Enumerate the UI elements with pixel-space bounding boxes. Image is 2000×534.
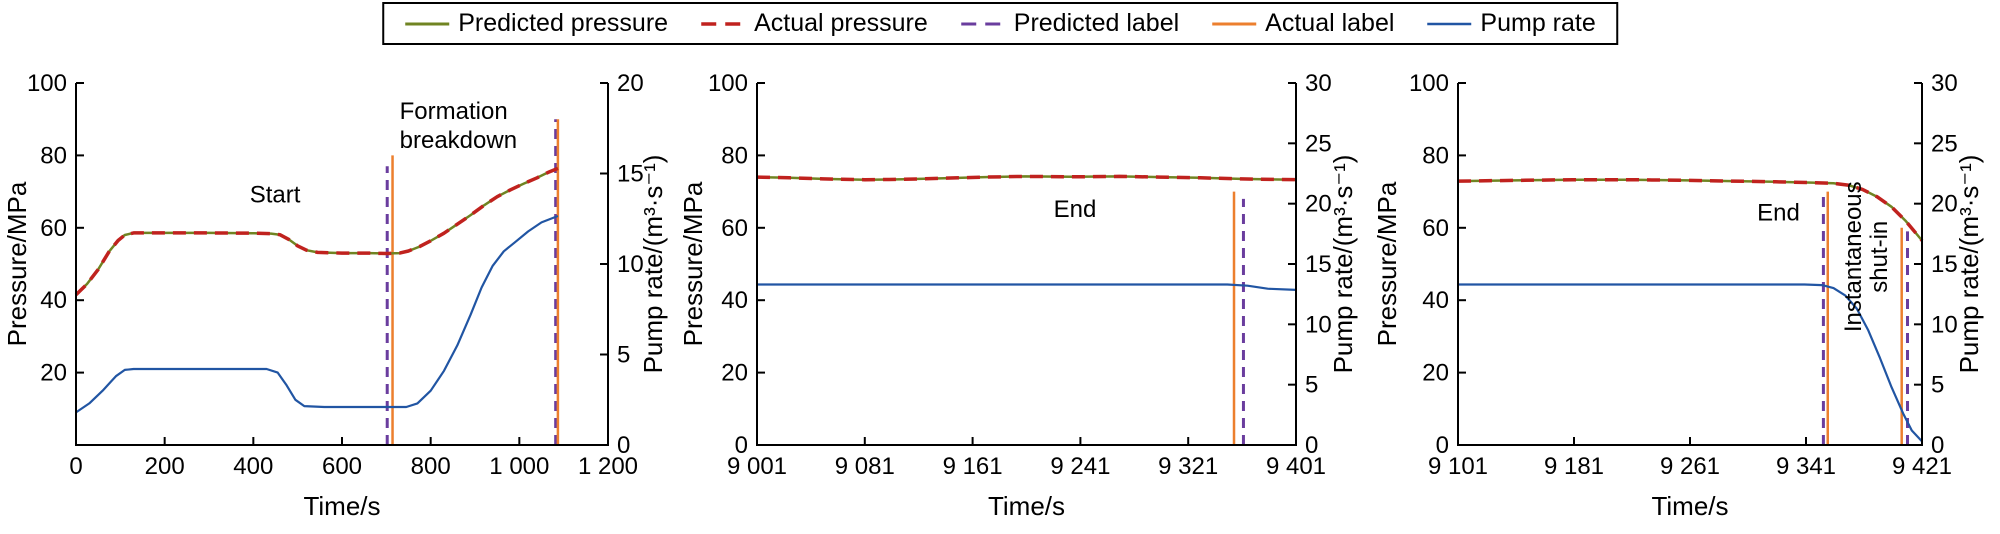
legend-label: Actual pressure — [754, 9, 928, 37]
x-axis-tick-label: 9 181 — [1544, 453, 1604, 480]
annotation-shut-in: shut-in — [1866, 221, 1893, 293]
x-axis-tick-label: 9 401 — [1266, 453, 1326, 480]
x-axis-tick-label: 9 101 — [1428, 453, 1488, 480]
x-axis-tick-label: 800 — [411, 453, 451, 480]
annotation-instantaneous: Instantaneous — [1840, 181, 1867, 332]
x-axis-title: Time/s — [988, 491, 1065, 521]
annotation-end: End — [1757, 200, 1800, 227]
legend-label: Actual label — [1265, 9, 1395, 37]
actual-pressure-line — [74, 166, 559, 297]
left-axis-title: Pressure/MPa — [1372, 181, 1402, 346]
x-axis-tick-label: 9 261 — [1660, 453, 1720, 480]
x-axis-tick-label: 1 200 — [578, 453, 638, 480]
actual-pressure-line — [1457, 177, 1924, 242]
left-axis-tick-label: 60 — [1422, 215, 1449, 242]
left-axis-tick-label: 0 — [735, 432, 748, 459]
pump-rate-line — [757, 283, 1297, 291]
right-axis-tick-label: 20 — [617, 70, 644, 97]
legend-label: Predicted label — [1013, 9, 1180, 37]
right-axis-tick-label: 30 — [1305, 70, 1332, 97]
right-axis-title: Pump rate/(m³·s⁻¹) — [1328, 155, 1358, 374]
right-axis-tick-label: 10 — [617, 251, 644, 278]
right-axis-title: Pump rate/(m³·s⁻¹) — [638, 155, 668, 374]
x-axis-tick-label: 9 421 — [1892, 453, 1952, 480]
x-axis-tick-label: 200 — [145, 453, 185, 480]
annotation-end: End — [1054, 196, 1097, 223]
predicted-label-line-icon — [960, 22, 1005, 25]
left-axis-title: Pressure/MPa — [2, 181, 32, 346]
right-axis-tick-label: 20 — [1305, 191, 1332, 218]
pump-rate-line — [75, 214, 559, 414]
actual-label-line-icon — [1212, 22, 1257, 25]
left-axis-tick-label: 20 — [40, 360, 67, 387]
right-axis-tick-label: 20 — [1931, 191, 1958, 218]
annotation-breakdown: breakdown — [400, 127, 517, 154]
right-axis-tick-label: 0 — [1931, 432, 1944, 459]
x-axis-tick-label: 400 — [233, 453, 273, 480]
right-axis-tick-label: 10 — [1931, 311, 1958, 338]
right-axis-title: Pump rate/(m³·s⁻¹) — [1954, 155, 1984, 374]
right-axis-tick-label: 5 — [1305, 372, 1318, 399]
legend-item-predicted-label: Predicted label — [960, 9, 1179, 38]
chart-panel-stage-1: 0 200 400 600 800 1 000 1 20020406080100051015… — [2, 70, 668, 521]
x-axis-tick-label: 9 321 — [1158, 453, 1218, 480]
left-axis-tick-label: 40 — [40, 287, 67, 314]
left-axis-tick-label: 100 — [27, 70, 67, 97]
left-axis-title: Pressure/MPa — [678, 181, 708, 346]
right-axis-tick-label: 5 — [617, 342, 630, 369]
left-axis-tick-label: 100 — [1409, 70, 1449, 97]
left-axis-tick-label: 100 — [708, 70, 748, 97]
right-axis-tick-label: 5 — [1931, 372, 1944, 399]
legend-item-actual-label: Actual label — [1211, 9, 1394, 38]
right-axis-tick-label: 15 — [1305, 251, 1332, 278]
right-axis-tick-label: 25 — [1931, 130, 1958, 157]
x-axis-tick-label: 9 081 — [835, 453, 895, 480]
x-axis-tick-label: 9 161 — [943, 453, 1003, 480]
annotation-formation: Formation — [400, 98, 508, 125]
left-axis-tick-label: 80 — [1422, 142, 1449, 169]
predicted-pressure-line — [756, 175, 1297, 181]
chart-panel-stage-3: 9 101 9 181 9 261 9 341 9 421020406080100051… — [1372, 70, 1984, 521]
pump-rate-line-icon — [1427, 22, 1472, 25]
left-axis-tick-label: 40 — [1422, 287, 1449, 314]
legend-item-pump-rate: Pump rate — [1426, 9, 1596, 38]
predicted-pressure-line — [75, 167, 559, 296]
legend: Predicted pressure Actual pressure Predict… — [382, 2, 1618, 45]
right-axis-tick-label: 30 — [1931, 70, 1958, 97]
legend-item-actual-pressure: Actual pressure — [700, 9, 928, 38]
x-axis-tick-label: 0 — [69, 453, 82, 480]
x-axis-tick-label: 9 001 — [727, 453, 787, 480]
right-axis-tick-label: 0 — [617, 432, 630, 459]
annotation-start: Start — [250, 181, 301, 208]
left-axis-tick-label: 20 — [1422, 360, 1449, 387]
legend-item-predicted-pressure: Predicted pressure — [404, 9, 668, 38]
right-axis-tick-label: 15 — [617, 161, 644, 188]
left-axis-tick-label: 60 — [40, 215, 67, 242]
left-axis-tick-label: 0 — [1436, 432, 1449, 459]
left-axis-tick-label: 80 — [721, 142, 748, 169]
right-axis-tick-label: 15 — [1931, 251, 1958, 278]
left-axis-tick-label: 60 — [721, 215, 748, 242]
left-axis-tick-label: 20 — [721, 360, 748, 387]
actual-pressure-line — [756, 174, 1297, 182]
x-axis-title: Time/s — [1651, 491, 1728, 521]
x-axis-tick-label: 9 341 — [1776, 453, 1836, 480]
pump-rate-line — [1458, 283, 1923, 443]
left-axis-tick-label: 80 — [40, 142, 67, 169]
right-axis-tick-label: 10 — [1305, 311, 1332, 338]
legend-label: Predicted pressure — [458, 9, 669, 37]
legend-label: Pump rate — [1480, 9, 1596, 37]
x-axis-tick-label: 9 241 — [1050, 453, 1110, 480]
left-axis-tick-label: 40 — [721, 287, 748, 314]
actual-pressure-line-icon — [701, 21, 746, 26]
x-axis-tick-label: 1 000 — [489, 453, 549, 480]
x-axis-title: Time/s — [303, 491, 380, 521]
chart-panel-stage-2: 9 001 9 081 9 161 9 241 9 321 9 4010204060801… — [678, 70, 1358, 521]
predicted-pressure-line-icon — [405, 22, 450, 25]
right-axis-tick-label: 25 — [1305, 130, 1332, 157]
x-axis-tick-label: 600 — [322, 453, 362, 480]
right-axis-tick-label: 0 — [1305, 432, 1318, 459]
